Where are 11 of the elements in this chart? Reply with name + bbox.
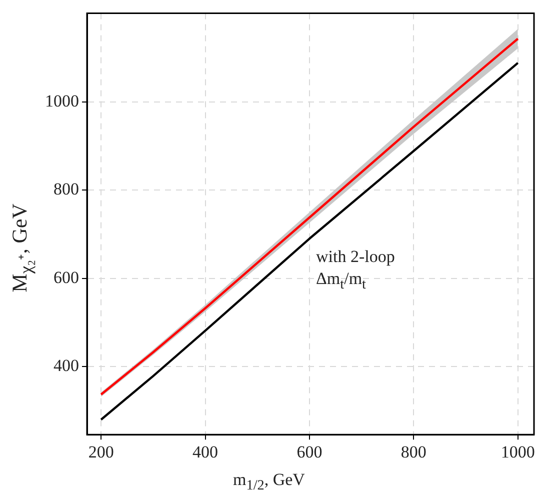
y-tick-label: 600 <box>54 268 79 287</box>
x-tick-label: 800 <box>400 442 426 462</box>
y-tick-label: 1000 <box>45 92 79 111</box>
x-tick-label: 1000 <box>500 442 535 462</box>
x-axis-title: m$_{1/2}$, GeV <box>232 470 306 494</box>
annotation: with 2-loop Δm$_{t}$/m$_{t}$ <box>316 246 395 294</box>
x-tick-label: 400 <box>192 442 218 462</box>
y-tick-label: 400 <box>54 356 79 375</box>
y-tick-label: 800 <box>54 180 79 199</box>
x-tick-label: 600 <box>296 442 322 462</box>
x-tick-label: 200 <box>88 442 114 462</box>
